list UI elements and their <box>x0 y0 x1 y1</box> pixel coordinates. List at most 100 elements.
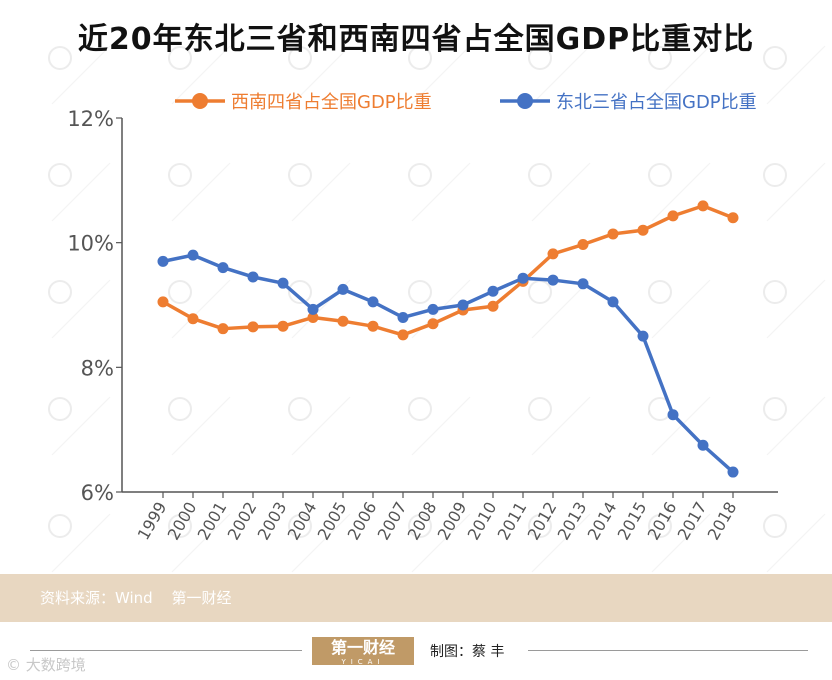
watermark-stroke <box>51 513 111 573</box>
watermark-stroke <box>411 45 471 105</box>
watermark-mark <box>288 514 312 538</box>
watermark-mark <box>528 514 552 538</box>
watermark-mark <box>48 397 72 421</box>
y-tick-label: 6% <box>81 481 114 505</box>
watermark-stroke <box>766 45 826 105</box>
x-tick-label: 2015 <box>614 499 651 544</box>
divider-right <box>528 650 808 651</box>
watermark-stroke <box>531 279 591 339</box>
watermark-stroke <box>291 396 351 456</box>
watermark-stroke <box>651 279 711 339</box>
watermark-stroke <box>651 396 711 456</box>
divider-left <box>30 650 302 651</box>
legend: 西南四省占全国GDP比重 东北三省占全国GDP比重 <box>175 92 757 113</box>
data-point <box>457 299 469 311</box>
data-point <box>487 285 499 297</box>
y-tick-label: 12% <box>67 107 114 131</box>
data-point <box>277 320 289 332</box>
watermark-stroke <box>291 45 351 105</box>
watermark-stroke <box>766 396 826 456</box>
data-point <box>547 248 559 260</box>
line-chart: 西南四省占全国GDP比重 东北三省占全国GDP比重 12% 10% 8% 6% 1999 2… <box>48 45 826 573</box>
watermark-mark <box>288 280 312 304</box>
watermark-stroke <box>766 513 826 573</box>
yicai-logo: 第一财经 <box>312 637 414 665</box>
data-point <box>517 272 529 284</box>
data-point <box>217 323 229 335</box>
data-point <box>637 224 649 236</box>
watermark-stroke <box>51 45 111 105</box>
watermark-mark <box>408 280 432 304</box>
watermark-mark <box>528 46 552 70</box>
yicai-logo-sub: YICAI <box>341 658 385 666</box>
source-line: 资料来源：Wind 第一财经 <box>40 587 246 608</box>
data-point <box>307 303 319 315</box>
x-tick-label: 2002 <box>224 499 261 544</box>
x-tick-label: 2005 <box>314 499 351 544</box>
chart-maker-credit: 制图：蔡 丰 <box>430 644 505 660</box>
data-point <box>607 228 619 240</box>
x-tick-label: 2011 <box>494 499 531 544</box>
watermark-stroke <box>291 162 351 222</box>
watermark-stroke <box>171 396 231 456</box>
data-point <box>427 303 439 315</box>
watermark-stroke <box>531 162 591 222</box>
data-point <box>187 313 199 325</box>
series-line <box>162 253 735 474</box>
data-point <box>157 296 169 308</box>
data-point <box>637 330 649 342</box>
data-point <box>367 296 379 308</box>
watermark-mark <box>763 280 787 304</box>
watermark-mark <box>48 280 72 304</box>
watermark-mark <box>48 163 72 187</box>
watermark-stroke <box>51 396 111 456</box>
source-band <box>0 574 832 622</box>
x-tick-label: 2013 <box>554 499 591 544</box>
legend-label: 西南四省占全国GDP比重 <box>231 92 432 113</box>
publisher-text: 第一财经 <box>171 589 232 607</box>
x-tick-label: 2001 <box>194 499 231 544</box>
data-point <box>667 210 679 222</box>
watermark-stroke <box>651 162 711 222</box>
data-point <box>667 409 679 421</box>
watermark-stroke <box>171 45 231 105</box>
y-tick-label: 8% <box>81 356 114 380</box>
data-point <box>487 300 499 312</box>
y-tick-label: 10% <box>67 232 114 256</box>
watermark-mark <box>528 163 552 187</box>
watermark-mark <box>763 397 787 421</box>
data-point <box>337 283 349 295</box>
legend-label: 东北三省占全国GDP比重 <box>556 92 757 113</box>
watermark-stroke <box>651 45 711 105</box>
watermark-mark <box>168 280 192 304</box>
x-tick-label: 2014 <box>584 499 621 544</box>
data-point <box>397 329 409 341</box>
data-point <box>187 249 199 261</box>
watermark-stroke <box>651 513 711 573</box>
data-point <box>727 212 739 224</box>
data-point <box>157 255 169 267</box>
data-point <box>577 239 589 251</box>
watermark-mark <box>408 163 432 187</box>
watermark-mark <box>763 514 787 538</box>
data-point <box>697 200 709 212</box>
x-tick-label: 2007 <box>374 499 411 544</box>
background-watermark-pattern <box>48 45 826 573</box>
watermark-mark <box>763 46 787 70</box>
watermark-mark <box>408 514 432 538</box>
x-tick-label: 2009 <box>434 499 471 544</box>
data-point <box>307 311 319 323</box>
watermark-mark <box>168 46 192 70</box>
corner-watermark: © 大数跨境 <box>6 654 86 675</box>
x-tick-label: 2003 <box>254 499 291 544</box>
x-tick-label: 2010 <box>464 499 501 544</box>
watermark-stroke <box>291 513 351 573</box>
series-layer <box>157 200 739 478</box>
watermark-mark <box>408 397 432 421</box>
series <box>157 249 739 478</box>
watermark-stroke <box>531 45 591 105</box>
watermark-mark <box>648 46 672 70</box>
watermark-mark <box>48 514 72 538</box>
watermark-mark <box>648 163 672 187</box>
watermark-icon: © <box>6 656 21 674</box>
